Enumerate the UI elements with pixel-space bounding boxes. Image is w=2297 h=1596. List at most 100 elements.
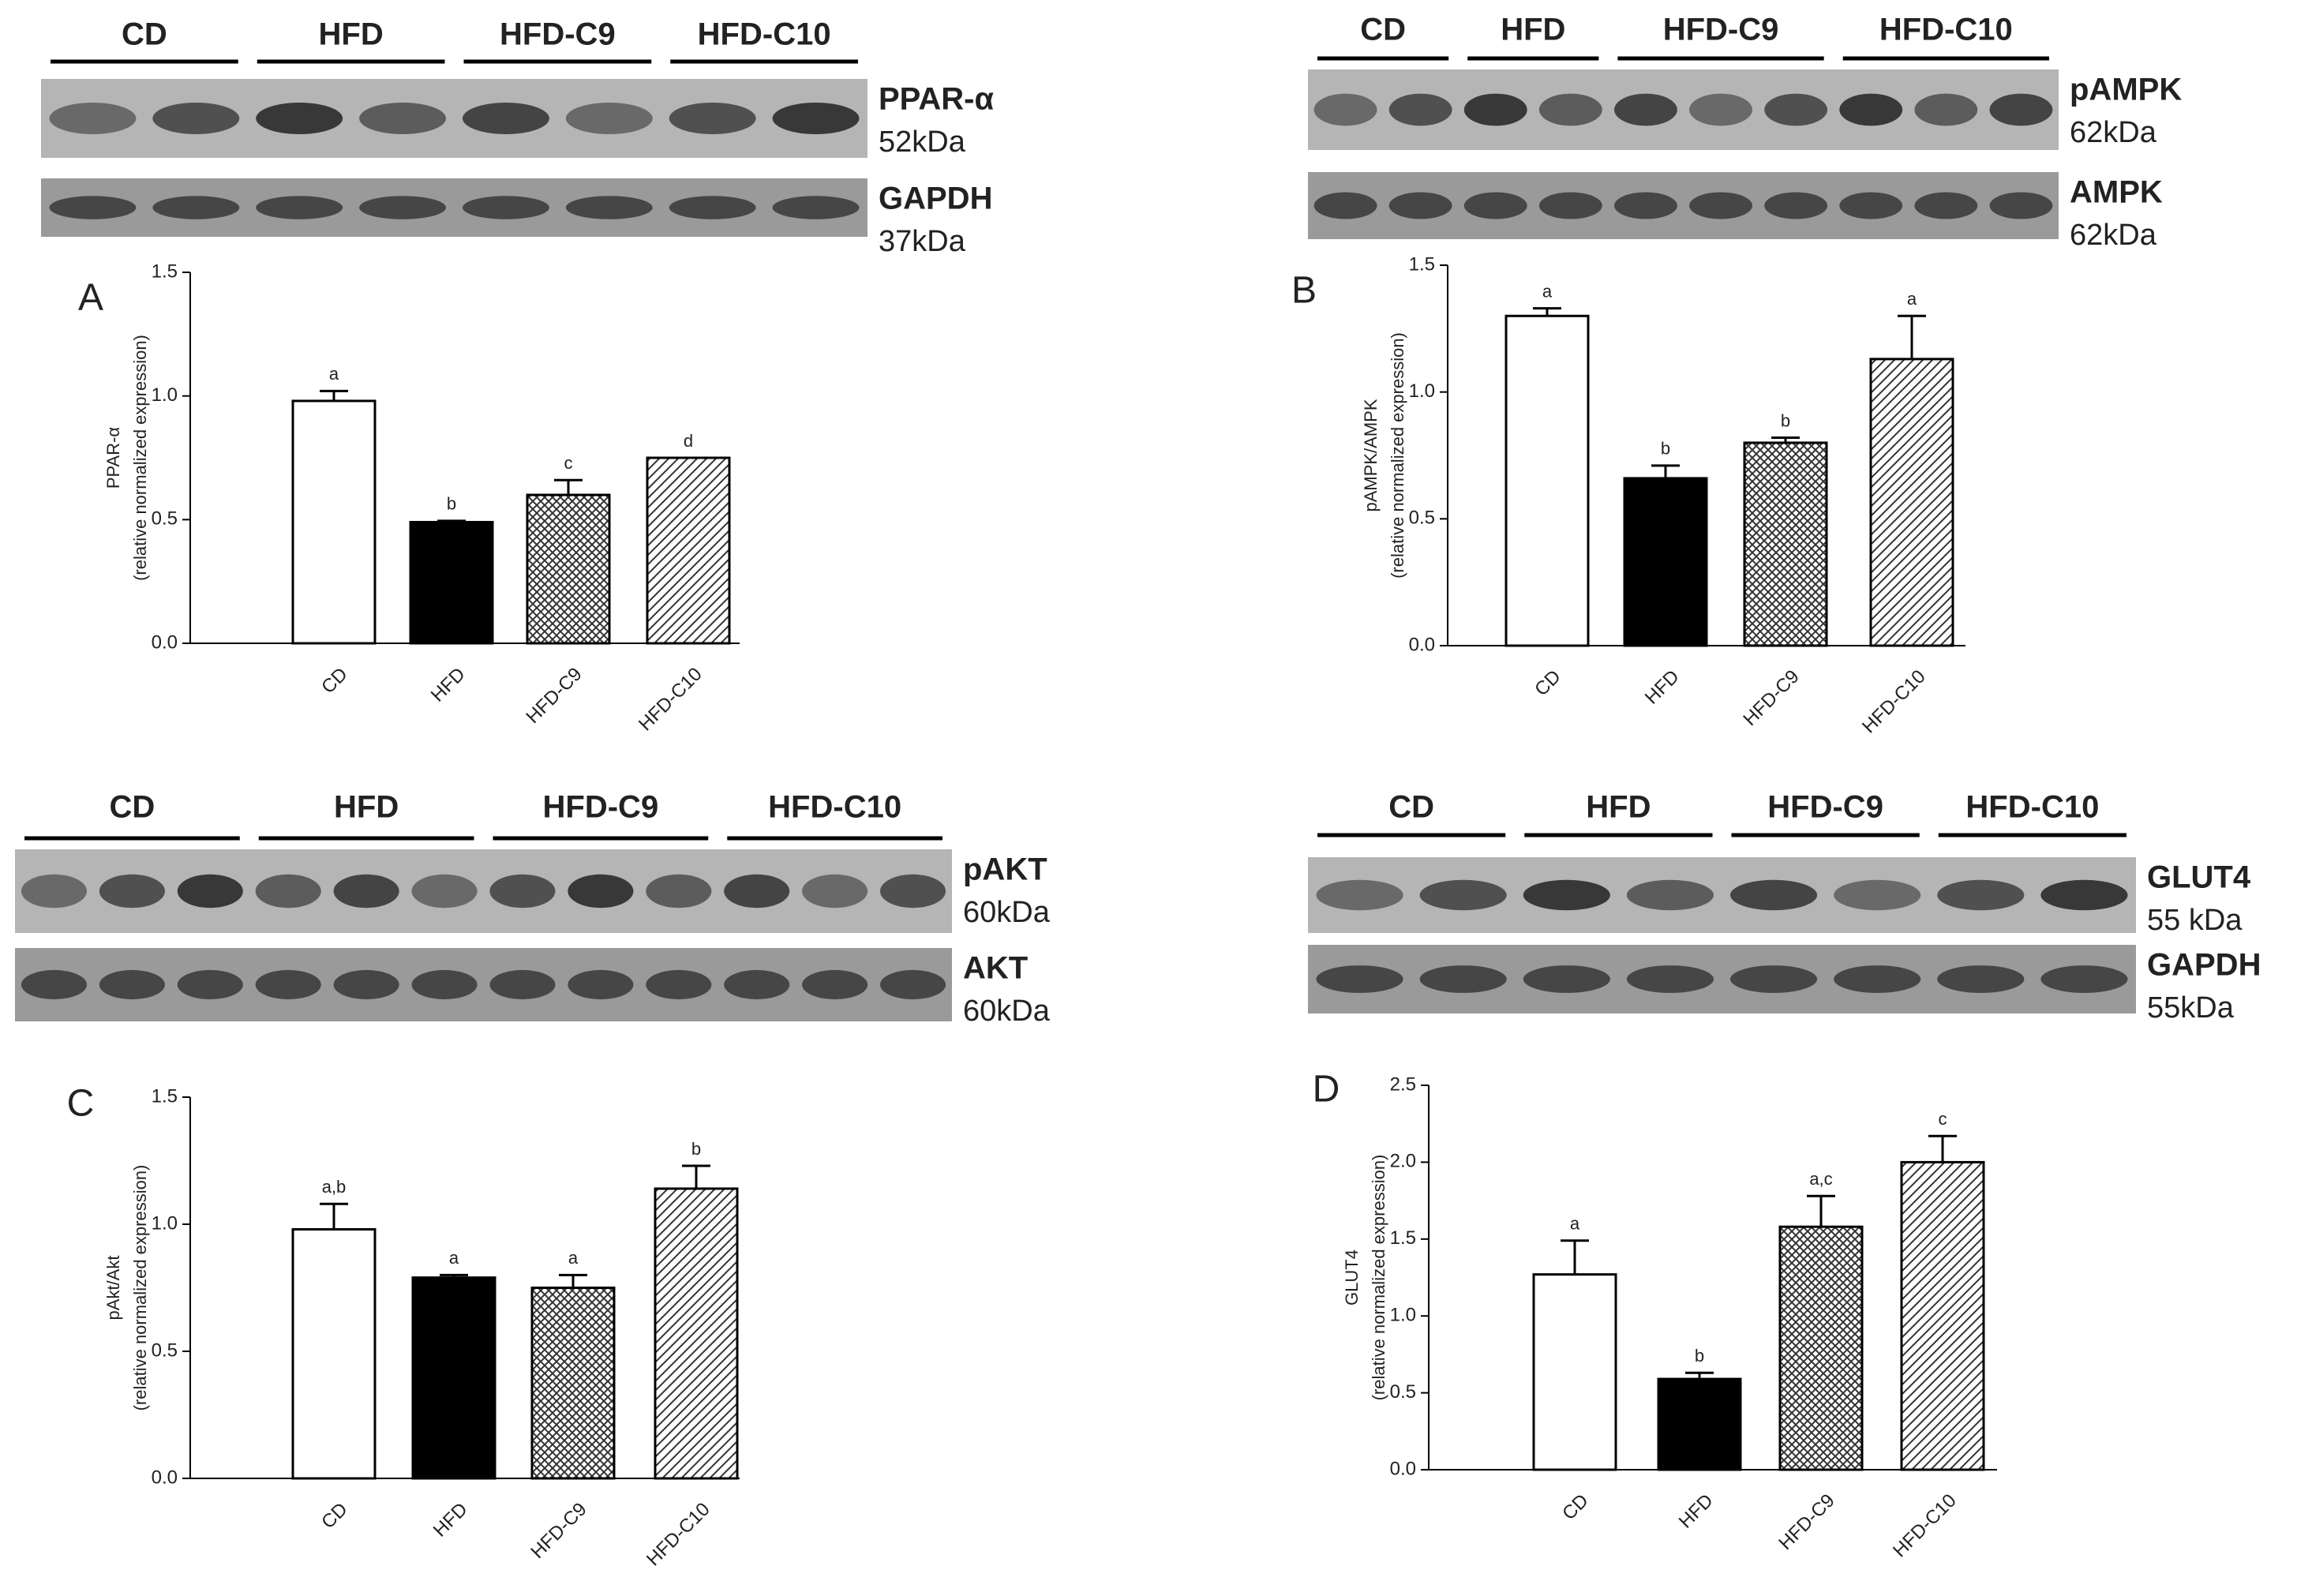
blot-band: [152, 103, 240, 134]
y-tick-label: 1.0: [1390, 1305, 1416, 1326]
bar: [1900, 1160, 1985, 1471]
y-axis-label: pAMPK/AMPK: [1361, 399, 1381, 511]
y-tick-label: 1.5: [152, 260, 178, 282]
bar: [530, 1287, 616, 1480]
significance-label: a,b: [322, 1177, 347, 1197]
blot-band: [802, 874, 868, 909]
x-tick-label: HFD-C10: [635, 664, 706, 736]
group-label: HFD-C10: [768, 790, 901, 825]
significance-label: b: [1695, 1346, 1704, 1366]
x-tick-label: HFD: [427, 664, 470, 706]
bar: [291, 399, 377, 645]
y-tick-label: 0.5: [152, 508, 178, 530]
group-label: HFD-C10: [1879, 13, 2013, 47]
group-label: HFD-C10: [1965, 790, 2099, 825]
blot-band: [255, 969, 321, 1000]
y-axis-label: (relative normalized expression): [130, 1165, 150, 1411]
blot-band: [1989, 93, 2053, 126]
x-tick-label: HFD: [429, 1499, 472, 1542]
band-size: 62kDa: [2070, 116, 2157, 149]
blot-band: [1729, 879, 1818, 911]
blot-band: [724, 969, 790, 1000]
blot-band: [256, 196, 343, 219]
blot-band: [177, 969, 243, 1000]
bar: [1869, 358, 1954, 647]
x-tick-label: CD: [317, 1499, 352, 1534]
band-name: GAPDH: [879, 182, 992, 216]
y-tick-label: 0.0: [152, 631, 178, 653]
blot-band: [565, 103, 653, 134]
x-tick-label: HFD-C10: [1889, 1490, 1961, 1562]
y-tick-label: 0.5: [152, 1339, 178, 1361]
blot-band: [1689, 192, 1752, 219]
panel-label: C: [67, 1083, 95, 1125]
y-tick-label: 1.5: [152, 1085, 178, 1107]
x-tick-label: HFD-C9: [522, 664, 586, 728]
blot-band: [1523, 965, 1610, 993]
bar: [526, 493, 611, 645]
y-tick-label: 0.5: [1409, 508, 1435, 529]
blot-band: [1316, 879, 1403, 911]
blot-band: [1937, 879, 2025, 911]
x-tick-label: HFD: [1641, 666, 1684, 709]
bar: [1778, 1225, 1864, 1471]
y-axis-label: (relative normalized expression): [130, 335, 150, 581]
significance-label: a: [1907, 289, 1917, 309]
blot-band: [565, 196, 653, 219]
blot-band: [724, 874, 790, 909]
blot-band: [1538, 192, 1602, 219]
blot-band: [359, 103, 447, 134]
blot-band: [1316, 965, 1403, 993]
panel-label: B: [1291, 270, 1317, 312]
blot-band: [1313, 93, 1377, 126]
bar: [291, 1227, 377, 1480]
band-size: 52kDa: [879, 126, 966, 159]
y-axis-label: (relative normalized expression): [1388, 332, 1407, 579]
x-tick-label: HFD: [1675, 1490, 1718, 1533]
y-tick-label: 1.0: [1409, 380, 1435, 402]
blot-band: [21, 874, 88, 909]
x-tick-label: CD: [1531, 666, 1565, 701]
blot-band: [1419, 879, 1507, 911]
significance-label: c: [564, 453, 573, 473]
blot-band: [1914, 93, 1978, 126]
bar: [411, 1276, 496, 1480]
y-tick-label: 0.5: [1390, 1381, 1416, 1403]
significance-label: a: [1542, 281, 1553, 301]
band-name: AKT: [963, 951, 1028, 986]
band-size: 62kDa: [2070, 219, 2157, 252]
significance-label: d: [684, 431, 693, 451]
blot-band: [411, 874, 478, 909]
blot-band: [462, 196, 549, 219]
significance-label: a: [449, 1248, 459, 1268]
y-tick-label: 2.0: [1390, 1151, 1416, 1172]
y-axis-label: (relative normalized expression): [1369, 1155, 1388, 1401]
blot-band: [411, 969, 478, 1000]
y-axis-label: pAkt/Akt: [103, 1256, 123, 1321]
bar: [1623, 477, 1708, 647]
blot-band: [2040, 965, 2128, 993]
group-label: HFD-C9: [1663, 13, 1779, 47]
group-label: HFD-C10: [698, 17, 831, 52]
group-label: HFD: [1586, 790, 1651, 825]
blot-strip: [15, 849, 952, 933]
y-axis-label: PPAR-α: [103, 427, 123, 489]
blot-band: [49, 196, 137, 219]
panel-label: A: [78, 277, 103, 319]
blot-band: [333, 874, 399, 909]
blot-band: [1764, 93, 1828, 126]
significance-label: b: [1661, 439, 1670, 459]
group-label: CD: [1388, 790, 1434, 825]
blot-band: [669, 196, 756, 219]
band-name: pAKT: [963, 852, 1047, 887]
y-tick-label: 1.5: [1409, 253, 1435, 275]
group-label: HFD-C9: [1767, 790, 1883, 825]
bar: [409, 520, 494, 645]
blot-band: [1388, 192, 1452, 219]
significance-label: b: [691, 1139, 701, 1159]
blot-band: [21, 969, 88, 1000]
blot-band: [49, 103, 137, 134]
significance-label: b: [447, 494, 456, 514]
group-label: CD: [109, 790, 155, 825]
